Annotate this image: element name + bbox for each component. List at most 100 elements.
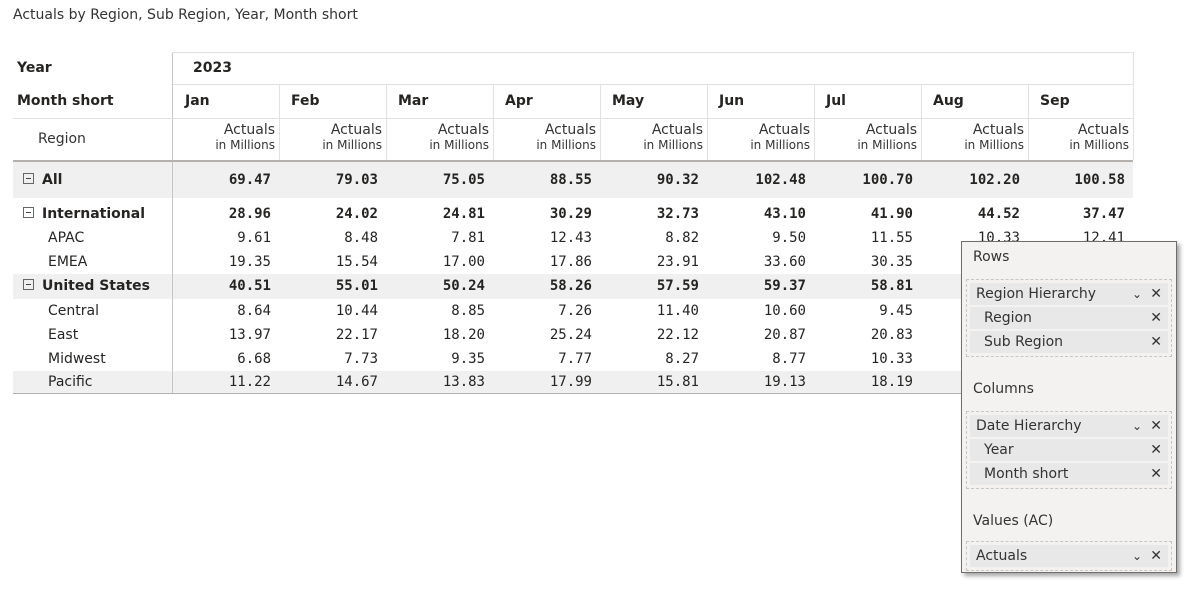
- collapse-toggle-icon[interactable]: [23, 172, 34, 184]
- month-header[interactable]: May: [612, 93, 645, 109]
- value-cell: 33.60: [763, 254, 806, 270]
- sub-row: East 13.97 22.17 18.20 25.24 22.12 20.87 20.83: [13, 323, 1133, 347]
- remove-icon[interactable]: ✕: [1150, 548, 1162, 564]
- value-cell: 8.48: [344, 230, 378, 246]
- remove-icon[interactable]: ✕: [1150, 334, 1162, 350]
- measure-unit: in Millions: [215, 138, 275, 152]
- value-cell: 22.17: [335, 327, 378, 343]
- value-cell: 9.61: [237, 230, 271, 246]
- visual-title: Actuals by Region, Sub Region, Year, Mon…: [13, 7, 358, 23]
- value-cell: 24.02: [335, 206, 378, 222]
- collapse-toggle-icon[interactable]: [23, 278, 34, 290]
- column-divider: [1028, 84, 1029, 160]
- value-cell: 28.96: [228, 206, 271, 222]
- year-header-row: Year 2023: [13, 52, 1133, 84]
- value-cell: 90.32: [656, 172, 699, 188]
- columns-level-field[interactable]: Year ✕: [970, 439, 1168, 461]
- row-header: East: [48, 323, 78, 347]
- row-header: United States: [23, 274, 150, 299]
- month-header[interactable]: Sep: [1040, 93, 1070, 109]
- rows-title: Rows: [973, 249, 1010, 265]
- month-header[interactable]: Aug: [933, 93, 964, 109]
- year-bottom-border: [173, 84, 1133, 85]
- value-cell: 100.58: [1074, 172, 1125, 188]
- region-label: Region: [38, 131, 86, 147]
- values-well[interactable]: Actuals ⌄ ✕: [966, 541, 1172, 571]
- row-label: International: [42, 206, 146, 222]
- remove-icon[interactable]: ✕: [1150, 442, 1162, 458]
- value-cell: 7.73: [344, 351, 378, 367]
- value-cell: 7.77: [558, 351, 592, 367]
- columns-hierarchy-field[interactable]: Date Hierarchy ⌄ ✕: [970, 415, 1168, 437]
- month-header[interactable]: Jun: [719, 93, 745, 109]
- value-cell: 58.26: [549, 278, 592, 294]
- row-header: All: [23, 162, 62, 198]
- measure-header-row: Region Actuals in Millions Actuals in Millio…: [13, 118, 1133, 160]
- value-cell: 55.01: [335, 278, 378, 294]
- rows-level-field[interactable]: Sub Region ✕: [970, 331, 1168, 353]
- remove-icon[interactable]: ✕: [1150, 466, 1162, 482]
- measure-header: Actuals in Millions: [386, 118, 493, 160]
- remove-icon[interactable]: ✕: [1150, 286, 1162, 302]
- value-cell: 100.70: [862, 172, 913, 188]
- row-header: APAC: [48, 226, 84, 250]
- month-short-label: Month short: [17, 93, 114, 109]
- column-divider: [707, 84, 708, 160]
- columns-level-field[interactable]: Month short ✕: [970, 463, 1168, 485]
- chevron-down-icon[interactable]: ⌄: [1131, 419, 1142, 433]
- value-cell: 9.50: [772, 230, 806, 246]
- year-value[interactable]: 2023: [193, 60, 232, 76]
- row-header: EMEA: [48, 250, 87, 274]
- value-cell: 59.37: [763, 278, 806, 294]
- measure-header: Actuals in Millions: [707, 118, 814, 160]
- value-cell: 43.10: [763, 206, 806, 222]
- sub-row: EMEA 19.35 15.54 17.00 17.86 23.91 33.60 30.35: [13, 250, 1133, 274]
- value-cell: 75.05: [442, 172, 485, 188]
- column-divider: [493, 84, 494, 160]
- field-label: Region: [984, 310, 1032, 326]
- group-row: International 28.96 24.02 24.81 30.29 32.73 43…: [13, 202, 1133, 226]
- value-cell: 11.22: [228, 374, 271, 390]
- measure-name: Actuals: [223, 122, 275, 138]
- values-hierarchy-field[interactable]: Actuals ⌄ ✕: [970, 545, 1168, 567]
- measure-unit: in Millions: [536, 138, 596, 152]
- value-cell: 41.90: [870, 206, 913, 222]
- value-cell: 10.60: [763, 303, 806, 319]
- remove-icon[interactable]: ✕: [1150, 418, 1162, 434]
- chevron-down-icon[interactable]: ⌄: [1131, 287, 1142, 301]
- value-cell: 30.29: [549, 206, 592, 222]
- measure-name: Actuals: [758, 122, 810, 138]
- month-header[interactable]: Jul: [826, 93, 846, 109]
- collapse-toggle-icon[interactable]: [23, 206, 34, 218]
- value-cell: 32.73: [656, 206, 699, 222]
- value-cell: 88.55: [549, 172, 592, 188]
- field-label: Month short: [984, 466, 1069, 482]
- field-label: Date Hierarchy: [976, 418, 1082, 434]
- row-header: International: [23, 202, 145, 226]
- remove-icon[interactable]: ✕: [1150, 310, 1162, 326]
- sub-row: Central 8.64 10.44 8.85 7.26 11.40 10.60 9.45: [13, 299, 1133, 323]
- month-header[interactable]: Mar: [398, 93, 429, 109]
- rows-level-field[interactable]: Region ✕: [970, 307, 1168, 329]
- rows-hierarchy-field[interactable]: Region Hierarchy ⌄ ✕: [970, 283, 1168, 305]
- row-label: East: [48, 327, 79, 343]
- row-label: Pacific: [48, 374, 93, 390]
- rows-well[interactable]: Region Hierarchy ⌄ ✕ Region ✕ Sub Region ✕: [966, 279, 1172, 357]
- value-cell: 14.67: [335, 374, 378, 390]
- values-title: Values (AC): [973, 513, 1054, 529]
- value-cell: 25.24: [549, 327, 592, 343]
- field-well-panel: Rows Region Hierarchy ⌄ ✕ Region ✕ Sub Region ✕…: [961, 241, 1177, 573]
- row-label: United States: [42, 278, 150, 294]
- month-header[interactable]: Feb: [291, 93, 320, 109]
- columns-well[interactable]: Date Hierarchy ⌄ ✕ Year ✕ Month short ✕: [966, 411, 1172, 489]
- measure-name: Actuals: [972, 122, 1024, 138]
- matrix-bottom-border: [13, 393, 973, 394]
- month-header-row: Month short Jan Feb Mar Apr May Jun Jul Aug Sep: [13, 84, 1133, 118]
- year-top-border: [172, 52, 1133, 53]
- measure-name: Actuals: [865, 122, 917, 138]
- month-header[interactable]: Jan: [185, 93, 210, 109]
- sub-row: Pacific 11.22 14.67 13.83 17.99 15.81 19.13 18.…: [13, 371, 1133, 393]
- measure-unit: in Millions: [750, 138, 810, 152]
- month-header[interactable]: Apr: [505, 93, 533, 109]
- chevron-down-icon[interactable]: ⌄: [1131, 549, 1142, 563]
